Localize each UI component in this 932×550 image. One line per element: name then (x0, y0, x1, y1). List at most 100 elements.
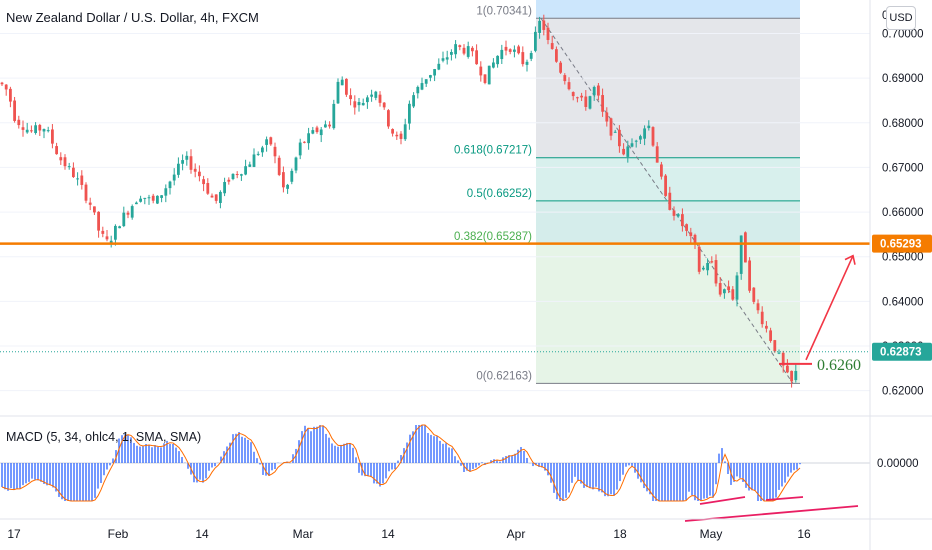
candle-body (739, 235, 743, 274)
y-tick-label: 0.70000 (882, 28, 924, 40)
candle-body (689, 232, 693, 237)
candle-body (710, 261, 714, 263)
candle-body (93, 206, 96, 213)
candle-body (319, 129, 323, 136)
candle-body (177, 163, 180, 175)
candle-body (454, 44, 457, 55)
x-tick-label: 16 (797, 527, 811, 541)
candle-body (67, 166, 71, 168)
candle-body (193, 168, 197, 172)
candle-body (164, 188, 168, 196)
candle-body (794, 370, 798, 381)
fib-level-label: 0.618(0.67217) (454, 145, 532, 157)
candle-body (88, 202, 92, 205)
candle-body (172, 174, 176, 181)
chart-title: New Zealand Dollar / U.S. Dollar, 4h, FX… (6, 10, 259, 25)
candle-body (479, 66, 483, 76)
candle-body (769, 330, 772, 341)
candle-body (601, 95, 604, 112)
candle-body (46, 130, 50, 132)
divergence-line (765, 496, 804, 501)
candle-body (126, 212, 130, 215)
candle-body (441, 58, 445, 61)
fib-zone-0382-0 (536, 243, 800, 384)
candle-body (17, 119, 21, 126)
candle-body (298, 142, 302, 156)
candle-body (13, 100, 16, 121)
candle-body (114, 225, 117, 240)
fib-level-label: 0(0.62163) (476, 370, 532, 382)
candle-body (160, 195, 163, 198)
candle-body (685, 224, 688, 231)
fib-zone-1-0618 (536, 18, 800, 158)
candle-body (185, 155, 189, 160)
candle-body (72, 167, 75, 178)
x-tick-label: Apr (507, 527, 526, 541)
candle-body (723, 289, 726, 294)
candle-body (353, 101, 357, 108)
candle-body (395, 134, 399, 137)
candle-body (437, 63, 441, 70)
candle-body (483, 74, 487, 83)
candle-body (626, 146, 630, 157)
candle-body (542, 20, 546, 30)
candle-body (256, 153, 260, 155)
candle-body (307, 133, 310, 144)
overlays: 0.6260 (0, 242, 870, 374)
target-arrow (805, 255, 854, 361)
candle-body (605, 112, 609, 122)
resistance-badge (872, 234, 932, 253)
candle-body (156, 195, 159, 204)
candle-body (265, 139, 268, 145)
candle-body (504, 46, 508, 51)
y-tick-label: 0.67000 (882, 162, 924, 174)
candle-body (277, 157, 281, 175)
candle-body (382, 102, 386, 108)
y-tick-label: 0.68000 (882, 118, 924, 130)
target-arrow-head (844, 254, 856, 265)
candle-body (714, 260, 718, 284)
candle-body (471, 47, 474, 52)
y-tick-label: 0.65000 (882, 252, 924, 264)
y-tick-label: 0.66000 (882, 207, 924, 219)
candle-body (151, 195, 155, 201)
candle-body (786, 365, 789, 373)
candle-body (370, 94, 373, 97)
candle-body (374, 91, 378, 98)
candle-body (84, 184, 88, 201)
macd-signal-line (1, 424, 801, 502)
currency-button[interactable]: USD (886, 6, 916, 30)
candle-body (748, 260, 751, 291)
candle-body (80, 175, 84, 185)
candle-body (429, 75, 432, 78)
candle-body (25, 129, 29, 133)
candle-body (672, 210, 676, 216)
candle-body (550, 43, 554, 49)
macd-zero-tick: 0.00000 (877, 458, 919, 470)
candle-body (744, 232, 747, 263)
candle-body (433, 69, 436, 76)
candle-body (340, 79, 344, 86)
candle-body (580, 95, 583, 98)
candle-body (21, 127, 25, 130)
candle-body (521, 52, 525, 65)
candle-body (282, 172, 285, 188)
candle-body (101, 230, 105, 234)
candle-body (198, 171, 201, 177)
candle-body (718, 283, 722, 295)
candle-body (181, 160, 184, 164)
y-tick-label: 0.64000 (882, 296, 924, 308)
candle-body (0, 82, 4, 85)
fib-level-label: 0.5(0.66252) (467, 188, 532, 200)
candle-body (378, 94, 382, 103)
x-tick-label: 14 (381, 527, 395, 541)
candle-body (4, 84, 8, 90)
x-tick-label: 17 (7, 527, 21, 541)
divergence-line (699, 496, 746, 505)
candle-body (567, 82, 571, 90)
candle-body (592, 86, 596, 96)
candle-body (668, 192, 672, 210)
candle-body (324, 124, 327, 128)
fibonacci-zone: 1(0.70341) 0.618(0.67217) 0.5(0.66252) 0.38… (454, 0, 800, 384)
